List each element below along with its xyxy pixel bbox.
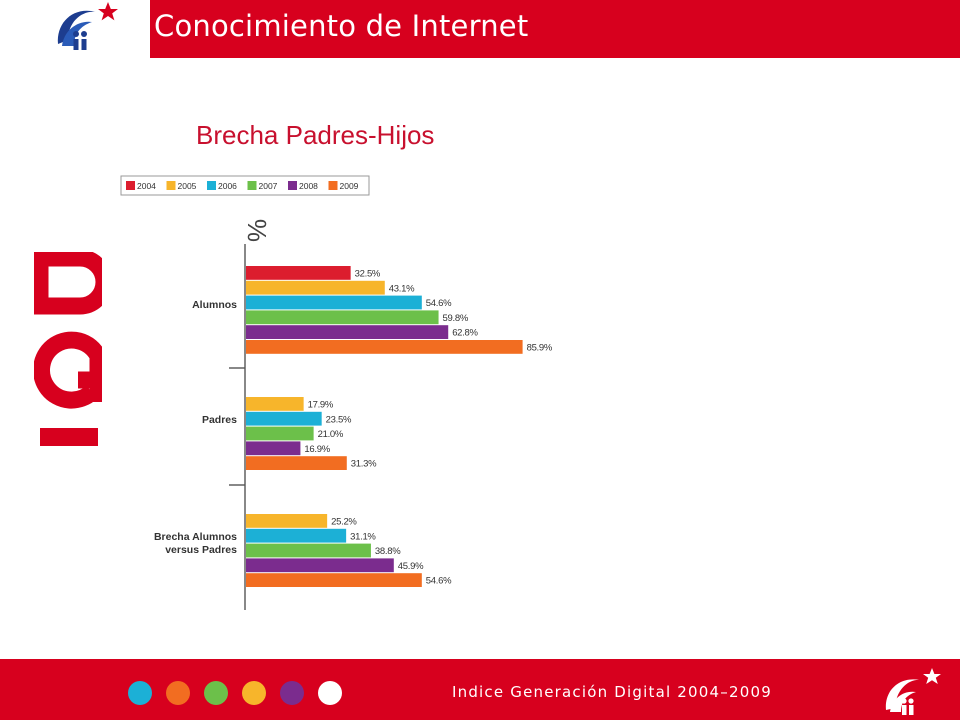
chart-legend: 2004 2005 2006 2007 2008 2009 [120, 175, 370, 196]
legend-label: 2004 [137, 181, 156, 191]
bar [246, 340, 523, 354]
data-label: 25.2% [331, 517, 357, 528]
bar [246, 528, 347, 543]
legend-label: 2006 [218, 181, 237, 191]
data-label: 43.1% [389, 283, 415, 294]
y-axis-label: % [242, 219, 272, 242]
footer-color-dots [128, 681, 342, 705]
category-label: Brecha Alumnos [154, 531, 237, 543]
bar [246, 441, 301, 456]
data-label: 32.5% [355, 269, 381, 280]
legend-label: 2008 [299, 181, 318, 191]
legend-swatch [166, 181, 176, 190]
bar [246, 280, 385, 295]
data-label: 59.8% [443, 313, 469, 324]
data-label: 31.3% [351, 459, 377, 470]
legend-label: 2007 [259, 181, 278, 191]
category-label: versus Padres [165, 544, 237, 556]
bar [246, 325, 449, 339]
legend-swatch [207, 181, 216, 190]
data-label: 21.0% [318, 429, 344, 440]
legend-swatch [126, 181, 135, 190]
category-label: Padres [202, 414, 237, 426]
data-label: 38.8% [375, 546, 401, 557]
legend-frame [120, 175, 370, 196]
footer-dot [318, 681, 342, 705]
data-label: 85.9% [527, 343, 553, 354]
bar [246, 514, 328, 528]
bar [246, 456, 347, 470]
data-label: 16.9% [304, 444, 330, 455]
header-band [150, 0, 960, 58]
page-title: Conocimiento de Internet [154, 9, 529, 43]
footer-text: Indice Generación Digital 2004–2009 [452, 683, 772, 701]
igd-logo-icon [57, 2, 118, 50]
footer-dot [128, 681, 152, 705]
data-label: 54.6% [426, 298, 452, 309]
bar [246, 573, 422, 587]
igd-logo-footer-icon [885, 668, 941, 715]
bar [246, 558, 394, 573]
legend-swatch [288, 181, 297, 190]
category-label: Alumnos [192, 299, 237, 311]
footer-dot [242, 681, 266, 705]
bar [246, 295, 422, 310]
data-label: 54.6% [426, 576, 452, 587]
igd-side-mark [34, 252, 102, 446]
bar [246, 543, 371, 558]
data-label: 31.1% [350, 531, 376, 542]
legend-swatch [328, 181, 338, 190]
bar [246, 426, 314, 441]
data-label: 45.9% [398, 561, 424, 572]
bar-chart: 2004 2005 2006 2007 2008 2009% Alumnos 32.5% 43.… [120, 175, 553, 610]
footer-band [0, 659, 960, 720]
bar [246, 397, 304, 411]
data-label: 62.8% [452, 328, 478, 339]
footer-dot [280, 681, 304, 705]
data-label: 23.5% [326, 414, 352, 425]
legend-swatch [247, 181, 257, 190]
chart-title: Brecha Padres-Hijos [196, 120, 435, 150]
bar [246, 411, 322, 426]
footer-dot [204, 681, 228, 705]
bar [246, 266, 351, 280]
bar [246, 310, 439, 325]
footer-dot [166, 681, 190, 705]
legend-label: 2005 [178, 181, 197, 191]
data-label: 17.9% [308, 400, 334, 411]
legend-label: 2009 [340, 181, 359, 191]
